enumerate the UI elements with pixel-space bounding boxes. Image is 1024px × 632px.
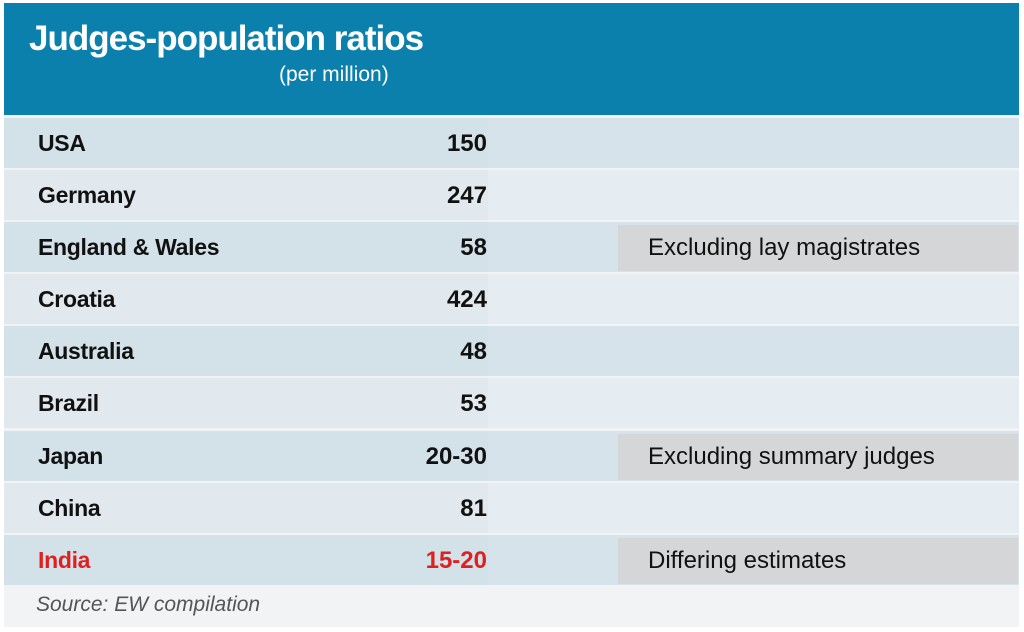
row-note: Differing estimates <box>618 537 1018 584</box>
country-label: USA <box>38 130 86 156</box>
country-label: Croatia <box>38 286 116 313</box>
ratio-value: 53 <box>460 390 487 418</box>
row-note-text: Excluding summary judges <box>648 442 935 470</box>
country-label: India <box>38 546 91 573</box>
table-row: Croatia 424 <box>4 274 1019 325</box>
ratio-value: 48 <box>460 338 487 366</box>
table-row: China 81 <box>4 482 1019 533</box>
ratio-value: 58 <box>460 234 487 262</box>
table-body: USA 150 Germany 247 England & Wales 58 Excludi… <box>4 118 1019 587</box>
ratio-value: 247 <box>446 182 487 210</box>
country-label: China <box>38 494 101 521</box>
table-row: India 15-20 Differing estimates <box>4 534 1019 585</box>
table-row: Germany 247 <box>4 170 1019 221</box>
row-note-panel <box>488 482 1019 533</box>
row-note-text: Excluding lay magistrates <box>648 234 921 262</box>
table-row: Brazil 53 <box>4 378 1019 429</box>
table-row: Japan 20-30 Excluding summary judges <box>4 430 1019 481</box>
row-note-text: Differing estimates <box>648 546 847 574</box>
table-subtitle: (per million) <box>279 63 389 86</box>
table-row: England & Wales 58 Excluding lay magistrat… <box>4 222 1019 273</box>
source-note: Source: EW compilation <box>36 593 261 616</box>
table-row: USA 150 <box>4 118 1019 168</box>
ratio-value: 150 <box>446 130 487 157</box>
country-label: England & Wales <box>38 234 220 261</box>
infographic-table: Judges-population ratios (per million) U… <box>4 3 1019 627</box>
country-label: Australia <box>38 338 134 365</box>
table-row: Australia 48 <box>4 326 1019 377</box>
ratio-value: 424 <box>446 286 487 314</box>
row-note-panel <box>488 170 1019 221</box>
row-note-panel <box>488 326 1019 377</box>
country-label: Japan <box>38 442 103 469</box>
country-label: Brazil <box>38 390 99 417</box>
ratio-value: 20-30 <box>425 442 487 470</box>
country-label: Germany <box>38 182 136 209</box>
table-header: Judges-population ratios (per million) <box>4 3 1019 115</box>
row-note: Excluding lay magistrates <box>618 225 1018 272</box>
row-note-panel <box>488 118 1019 168</box>
row-note: Excluding summary judges <box>618 433 1018 480</box>
ratio-value: 15-20 <box>425 546 487 574</box>
row-note-panel <box>488 378 1019 429</box>
ratio-value: 81 <box>460 494 487 522</box>
row-note-panel <box>488 274 1019 325</box>
table-title: Judges-population ratios <box>29 19 424 58</box>
